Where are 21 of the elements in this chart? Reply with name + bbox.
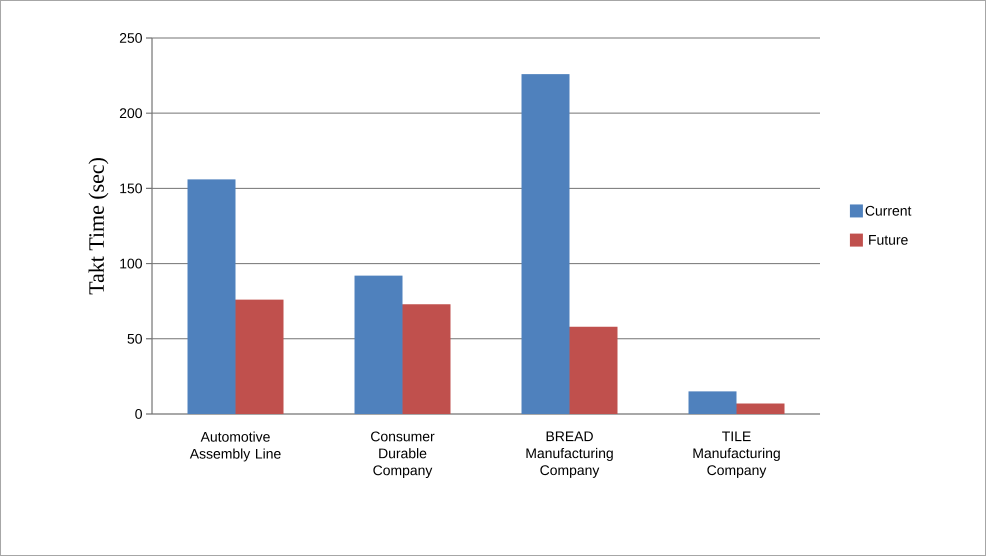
y-tick-label: 250	[120, 33, 142, 43]
bar	[736, 403, 785, 414]
bar	[402, 304, 451, 414]
x-tick-label: TILE Manufacturing Company	[693, 432, 780, 478]
y-tick-label: 150	[120, 183, 142, 194]
y-tick-label: 200	[120, 108, 142, 118]
legend-label: Future	[869, 235, 908, 245]
x-tick-label: BREAD Manufacturing Company	[526, 432, 613, 478]
legend-label: Current	[866, 206, 912, 216]
bar	[688, 391, 737, 414]
y-tick-label: 50	[128, 334, 142, 344]
bar	[570, 326, 618, 414]
y-tick-label: 100	[120, 258, 142, 269]
bar	[236, 300, 284, 414]
x-tick-label: Automotive Assembly Line	[190, 432, 281, 462]
y-tick-label: 0	[135, 409, 142, 419]
y-axis-title: Takt Time (sec)	[88, 158, 108, 294]
bar	[522, 74, 570, 414]
x-tick-label: Consumer Durable Company	[371, 431, 434, 478]
bar	[188, 179, 236, 414]
bar	[354, 276, 403, 414]
